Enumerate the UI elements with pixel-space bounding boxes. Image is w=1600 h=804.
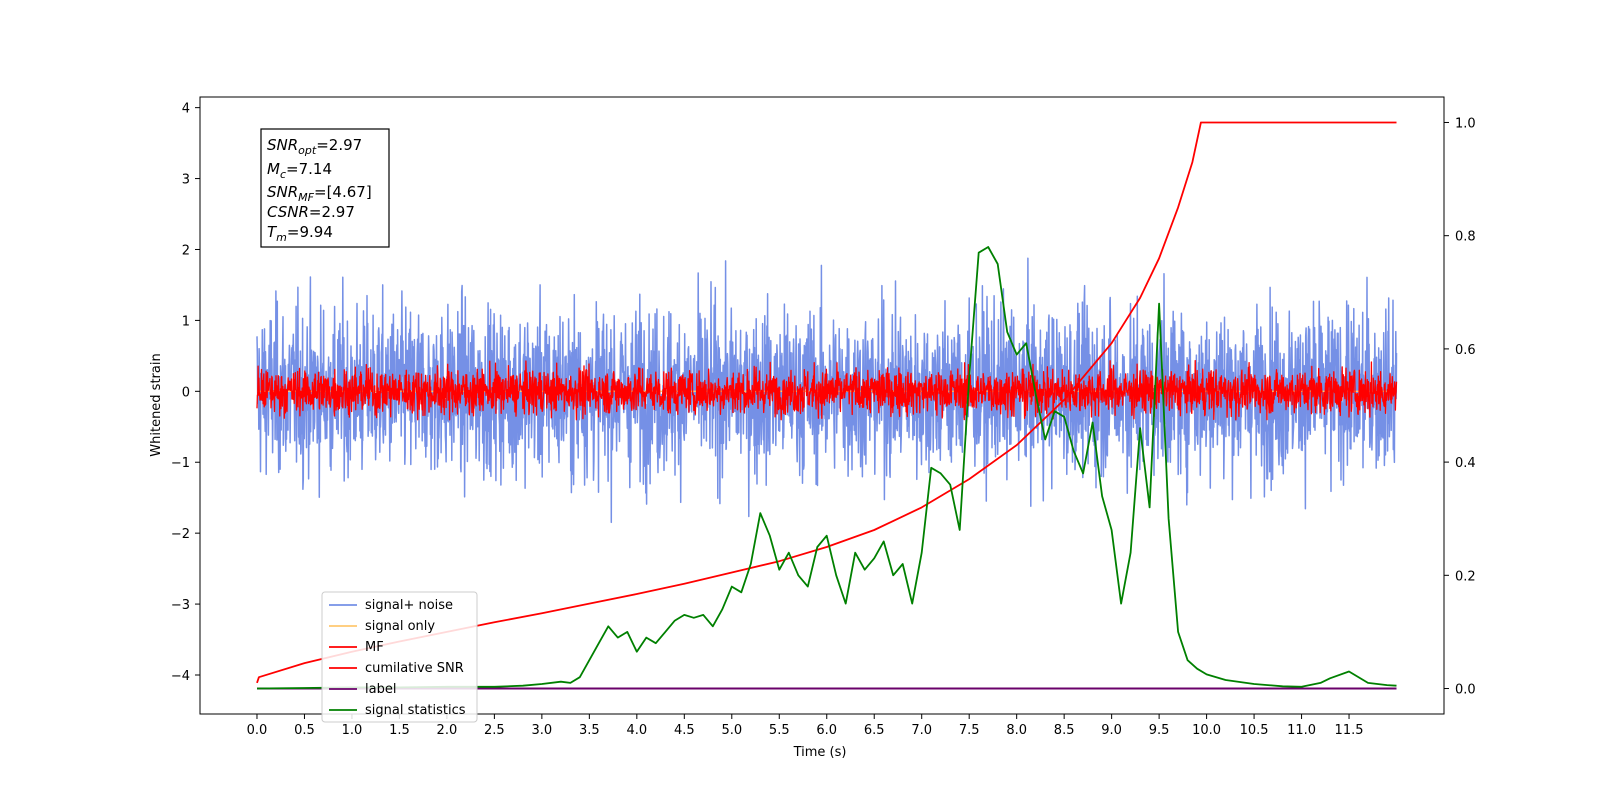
legend-label-signal-statistics: signal statistics	[365, 703, 466, 718]
annotation-csnr: CSNR=2.97	[267, 203, 355, 221]
x-tick-label: 8.5	[1054, 723, 1075, 738]
x-tick-label: 7.5	[959, 723, 980, 738]
y2-tick-label: 0.6	[1455, 343, 1476, 358]
legend-label-signal-only: signal only	[365, 619, 435, 634]
x-tick-label: 11.0	[1287, 723, 1316, 738]
x-tick-label: 6.0	[816, 723, 837, 738]
annotation-snr-mf: SNRMF=[4.67]	[267, 183, 372, 204]
x-tick-label: 1.0	[342, 723, 363, 738]
y-tick-label: 4	[182, 102, 190, 117]
x-tick-label: 10.0	[1192, 723, 1221, 738]
legend: signal+ noise signal only MF cumilative …	[321, 591, 478, 723]
legend-label-cumulative-snr: cumilative SNR	[365, 661, 464, 676]
x-axis: 0.0 0.5 1.0 1.5 2.0 2.5 3.0 3.5 4.0 4.5 5.0 5.5 6.0 6…	[247, 714, 1364, 738]
x-tick-label: 4.0	[626, 723, 647, 738]
legend-frame	[321, 591, 478, 723]
x-tick-label: 9.0	[1101, 723, 1122, 738]
x-tick-label: 2.0	[437, 723, 458, 738]
x-tick-label: 5.5	[769, 723, 790, 738]
x-tick-label: 1.5	[389, 723, 410, 738]
y-tick-label: 1	[182, 314, 190, 329]
y-axis-left: 4 3 2 1 0 −1 −2 −3 −4	[171, 102, 200, 684]
y2-tick-label: 0.0	[1455, 683, 1476, 698]
y-tick-label: −2	[171, 527, 190, 542]
y-tick-label: 2	[182, 243, 190, 258]
y-tick-label: −4	[171, 669, 190, 684]
x-tick-label: 0.5	[294, 723, 315, 738]
x-tick-label: 3.0	[532, 723, 553, 738]
y2-tick-label: 0.4	[1455, 456, 1476, 471]
annotation-box: SNRopt=2.97 Mc=7.14 SNRMF=[4.67] CSNR=2.…	[260, 128, 390, 248]
x-tick-label: 0.0	[247, 723, 268, 738]
legend-label-signal-noise: signal+ noise	[365, 598, 453, 613]
legend-label-mf: MF	[365, 640, 384, 655]
annotation-mc: Mc=7.14	[267, 160, 332, 181]
y-tick-label: 3	[182, 173, 190, 188]
y-tick-label: −3	[171, 598, 190, 613]
annotation-snr-opt: SNRopt=2.97	[267, 136, 362, 157]
y-axis-right: 1.0 0.8 0.6 0.4 0.2 0.0	[1444, 116, 1476, 698]
y2-tick-label: 0.2	[1455, 569, 1476, 584]
x-tick-label: 9.5	[1149, 723, 1170, 738]
annotation-frame	[260, 128, 390, 248]
x-tick-label: 11.5	[1335, 723, 1364, 738]
y2-tick-label: 1.0	[1455, 116, 1476, 131]
legend-label-label: label	[365, 682, 396, 697]
x-tick-label: 8.0	[1006, 723, 1027, 738]
x-tick-label: 7.0	[911, 723, 932, 738]
axes-frame	[199, 96, 1445, 715]
y2-tick-label: 0.8	[1455, 230, 1476, 245]
x-tick-label: 10.5	[1240, 723, 1269, 738]
x-tick-label: 6.5	[864, 723, 885, 738]
x-tick-label: 5.0	[721, 723, 742, 738]
x-axis-label: Time (s)	[793, 745, 847, 760]
series-signal-statistics	[256, 246, 1397, 690]
y-axis-label: Whitened strain	[149, 353, 164, 456]
y-tick-label: −1	[171, 456, 190, 471]
annotation-tm: Tm=9.94	[267, 223, 333, 244]
y-tick-label: 0	[182, 385, 190, 400]
x-tick-label: 2.5	[484, 723, 505, 738]
x-tick-label: 4.5	[674, 723, 695, 738]
x-tick-label: 3.5	[579, 723, 600, 738]
series-mf	[256, 359, 1398, 421]
